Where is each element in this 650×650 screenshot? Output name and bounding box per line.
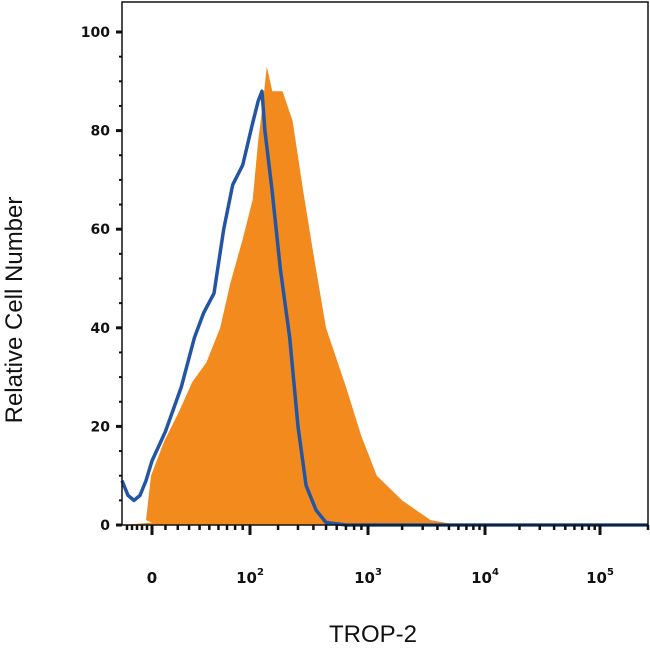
y-tick-label: 40 bbox=[91, 321, 111, 337]
x-tick-label: 0 bbox=[147, 569, 157, 587]
plot-border bbox=[121, 1, 649, 526]
outline-histogram-series bbox=[120, 89, 648, 527]
x-axis: 0 102 103 104 105 bbox=[125, 525, 650, 587]
y-axis: 0 20 40 60 80 100 bbox=[81, 25, 122, 534]
x-tick-label: 103 bbox=[354, 567, 382, 587]
y-tick-label: 100 bbox=[81, 25, 110, 41]
x-tick-label: 105 bbox=[586, 567, 614, 587]
filled-histogram-series bbox=[122, 66, 648, 525]
x-tick-label: 104 bbox=[471, 567, 499, 587]
y-tick-label: 0 bbox=[100, 518, 110, 534]
x-axis-label: TROP-2 bbox=[329, 621, 417, 648]
y-tick-label: 80 bbox=[91, 124, 111, 140]
x-tick-label: 102 bbox=[236, 567, 264, 587]
y-tick-label: 60 bbox=[91, 222, 111, 238]
plot-frame bbox=[121, 1, 649, 526]
y-tick-label: 20 bbox=[91, 419, 111, 435]
y-axis-label: Relative Cell Number bbox=[1, 197, 28, 424]
